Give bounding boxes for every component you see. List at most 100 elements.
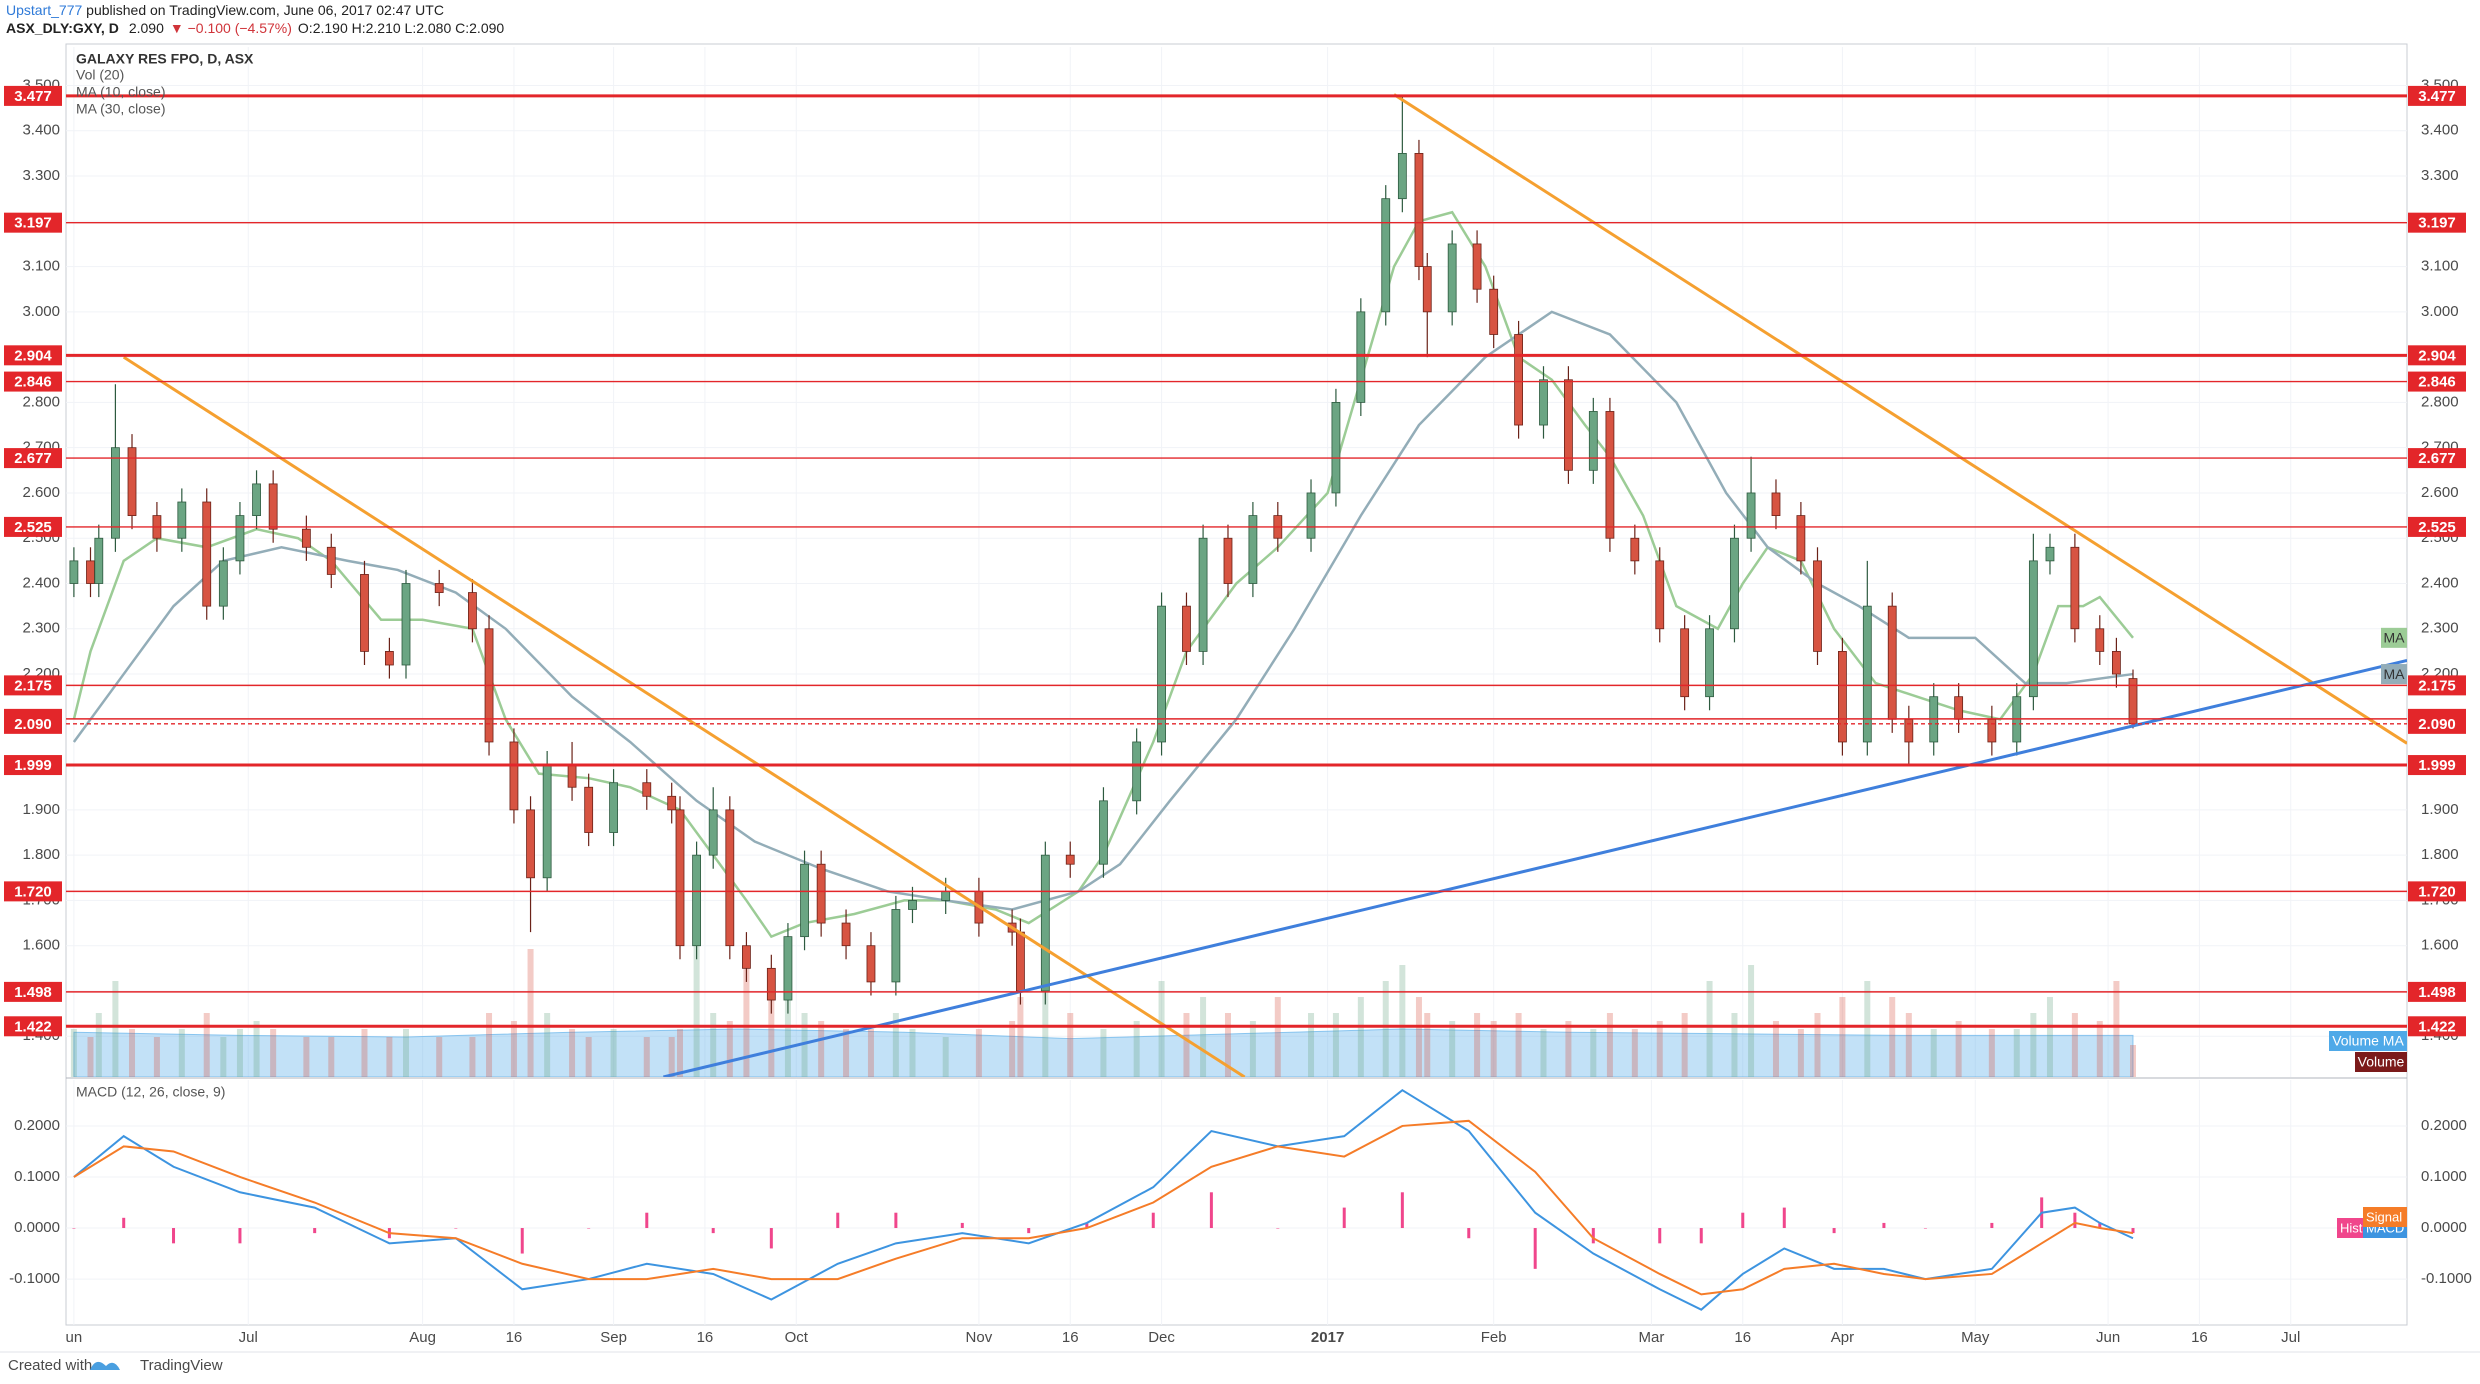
level-label-right: 1.422 bbox=[2418, 1018, 2456, 1035]
volume-bar bbox=[510, 1021, 517, 1077]
y-tick-label: 3.000 bbox=[22, 303, 60, 320]
volume-bar bbox=[843, 1029, 850, 1077]
candle-body bbox=[526, 809, 535, 879]
volume-bar bbox=[2071, 1013, 2078, 1077]
candle-body bbox=[202, 501, 212, 607]
candle-body bbox=[1447, 243, 1457, 313]
macd-histogram-bar bbox=[894, 1212, 898, 1229]
legend-volume: Vol (20) bbox=[76, 67, 124, 83]
macd-tick-label: 0.2000 bbox=[14, 1117, 60, 1134]
macd-histogram-bar bbox=[769, 1228, 773, 1249]
volume-bar bbox=[1382, 981, 1389, 1077]
candle-body bbox=[1605, 411, 1615, 539]
candle-body bbox=[69, 560, 79, 584]
macd-histogram-bar bbox=[1400, 1192, 1404, 1229]
y-tick-label: 3.100 bbox=[22, 258, 60, 275]
level-label-right-box bbox=[2408, 1016, 2466, 1037]
volume-bar bbox=[486, 1013, 493, 1077]
candle-body bbox=[941, 890, 951, 901]
candle-body bbox=[1040, 854, 1050, 992]
y-tick-label: 2.600 bbox=[22, 484, 60, 501]
volume-bar bbox=[1017, 997, 1024, 1077]
volume-bar bbox=[867, 1029, 874, 1077]
footer-brand[interactable]: TradingView bbox=[140, 1357, 223, 1374]
header-line-2: ASX_DLY:GXY, D 2.090 ▼ −0.100 (−4.57%) O:2.… bbox=[6, 20, 504, 36]
candle-body bbox=[766, 967, 776, 1001]
candle-body bbox=[218, 560, 228, 607]
level-label-right: 2.677 bbox=[2418, 450, 2456, 467]
ohlc: O:2.190 H:2.210 L:2.080 C:2.090 bbox=[298, 20, 504, 36]
y-tick-label: 1.600 bbox=[22, 937, 60, 954]
candle-body bbox=[1099, 800, 1108, 865]
candle-body bbox=[1065, 854, 1075, 865]
candle-body bbox=[2028, 560, 2038, 698]
level-label-right-box bbox=[2408, 85, 2466, 106]
volume-bar bbox=[909, 1029, 916, 1077]
volume-ma-area bbox=[73, 1028, 2134, 1077]
candle-body bbox=[1489, 288, 1499, 335]
volume-bar bbox=[253, 1021, 260, 1077]
volume-tag-box bbox=[2355, 1052, 2407, 1072]
level-label-right-box bbox=[2408, 713, 2466, 734]
candle-body bbox=[2045, 546, 2055, 562]
macd-histogram-bar bbox=[122, 1217, 126, 1229]
macd-histogram-bar bbox=[1151, 1212, 1155, 1229]
candle-body bbox=[742, 945, 751, 969]
volume-bar bbox=[1357, 997, 1364, 1077]
level-label-right: 3.477 bbox=[2418, 88, 2456, 105]
level-label-left-box bbox=[4, 881, 62, 902]
tradingview-logo bbox=[90, 1361, 120, 1370]
macd-histogram-bar bbox=[1209, 1192, 1213, 1229]
macd-histogram-bar bbox=[1832, 1228, 1836, 1234]
plot-frame bbox=[65, 43, 2408, 1326]
macd-histogram-bar bbox=[1741, 1212, 1745, 1229]
level-label-right-box bbox=[2408, 516, 2466, 537]
volume-bar bbox=[361, 1029, 368, 1077]
y-tick-label-right: 2.600 bbox=[2421, 484, 2459, 501]
last-price: 2.090 bbox=[129, 20, 164, 36]
candle-body bbox=[692, 854, 702, 947]
x-tick-label: May bbox=[1961, 1329, 1990, 1346]
volume-bar bbox=[1133, 1021, 1140, 1077]
x-tick-label: Oct bbox=[785, 1329, 809, 1346]
volume-ma-tag-box bbox=[2329, 1031, 2407, 1051]
macd-tick-label-right: -0.1000 bbox=[2421, 1270, 2472, 1287]
candle-body bbox=[642, 782, 652, 797]
volume-bar bbox=[710, 1013, 717, 1077]
volume-bar bbox=[1474, 1013, 1481, 1077]
volume-ma-tag: Volume MA bbox=[2332, 1033, 2404, 1049]
candle-body bbox=[1588, 411, 1598, 471]
macd-tick-label: 0.0000 bbox=[14, 1219, 60, 1236]
candle-body bbox=[268, 483, 278, 530]
y-tick-label-right: 1.600 bbox=[2421, 937, 2459, 954]
candle-body bbox=[1514, 334, 1523, 426]
candle-body bbox=[360, 574, 369, 652]
candle-body bbox=[800, 863, 809, 938]
candle-body bbox=[1381, 198, 1391, 313]
candle-body bbox=[1838, 651, 1847, 743]
level-label-left-box bbox=[4, 212, 62, 233]
overlay: 3.5003.5003.4003.4003.3003.3003.2003.200… bbox=[4, 51, 2472, 1346]
macd-histogram-bar bbox=[2098, 1222, 2102, 1229]
volume-bar bbox=[2013, 1029, 2020, 1077]
volume-bar bbox=[1889, 997, 1896, 1077]
candle-body bbox=[567, 764, 577, 788]
volume-bar bbox=[2096, 1021, 2103, 1077]
volume-bar bbox=[643, 1037, 650, 1077]
macd-tick-label-right: 0.0000 bbox=[2421, 1219, 2467, 1236]
candle-body bbox=[1306, 492, 1316, 539]
y-tick-label: 3.300 bbox=[22, 167, 60, 184]
volume-bar bbox=[1606, 1013, 1613, 1077]
macd-tag-box bbox=[2363, 1207, 2407, 1227]
y-tick-label: 1.800 bbox=[22, 846, 60, 863]
candle-body bbox=[866, 945, 876, 983]
volume-bar bbox=[1631, 1029, 1638, 1077]
level-label-left: 1.999 bbox=[14, 757, 52, 774]
x-tick-label: Jul bbox=[2281, 1329, 2300, 1346]
volume-bar bbox=[1200, 997, 1207, 1077]
author[interactable]: Upstart_777 bbox=[6, 2, 82, 18]
candle-body bbox=[434, 583, 444, 593]
x-tick-label: Sep bbox=[600, 1329, 627, 1346]
volume-bar bbox=[768, 981, 775, 1077]
symbol: ASX_DLY:GXY, D bbox=[6, 20, 119, 36]
